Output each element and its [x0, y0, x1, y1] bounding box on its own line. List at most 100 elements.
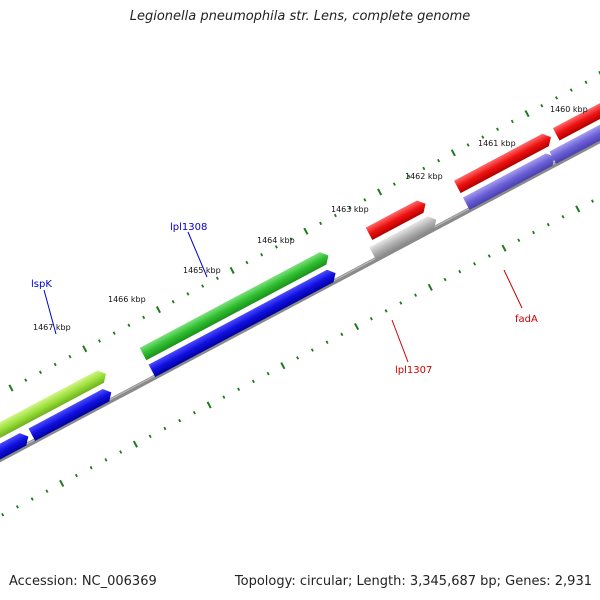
tick-mark — [8, 384, 14, 392]
tick-mark — [487, 254, 491, 258]
leader-line-fada — [503, 269, 523, 309]
kbp-label: 1467 kbp — [33, 323, 71, 332]
tick-mark — [450, 149, 456, 157]
gene-feature-purple-1 — [462, 153, 555, 210]
tick-mark — [458, 269, 462, 274]
tick-mark — [112, 331, 116, 335]
tick-mark — [501, 244, 507, 252]
tick-mark — [303, 227, 309, 235]
tick-mark — [251, 379, 255, 384]
kbp-label: 1462 kbp — [405, 172, 443, 181]
tick-mark — [148, 434, 152, 439]
tick-mark — [584, 80, 588, 84]
tick-mark — [142, 315, 146, 320]
tick-mark — [414, 293, 418, 297]
tick-mark — [377, 188, 383, 196]
gene-feature-gray — [369, 216, 437, 260]
tick-mark — [201, 284, 205, 288]
kbp-label: 1461 kbp — [478, 139, 516, 148]
tick-mark — [496, 127, 500, 132]
tick-mark — [575, 205, 581, 213]
tick-mark — [399, 301, 403, 305]
gene-feature-blue-3 — [148, 269, 336, 377]
tick-mark — [30, 497, 34, 501]
tick-mark — [427, 283, 433, 291]
tick-mark — [155, 306, 161, 314]
map-title: Legionella pneumophila str. Lens, comple… — [129, 9, 471, 24]
tick-mark — [24, 378, 28, 382]
gene-feature-red-3 — [552, 92, 600, 141]
tick-mark — [569, 88, 573, 92]
gene-feature-lightgreen — [0, 370, 106, 443]
kbp-label: 1465 kbp — [183, 266, 221, 275]
tick-mark — [119, 450, 123, 454]
gene-feature-green — [139, 252, 329, 361]
tick-mark — [524, 110, 530, 118]
gene-feature-blue-1 — [0, 433, 29, 460]
tick-mark — [245, 260, 249, 265]
tick-mark — [591, 199, 595, 203]
gene-feature-red-2 — [454, 133, 551, 194]
tick-mark — [325, 340, 329, 344]
tick-mark — [517, 238, 521, 243]
map-frame — [0, 70, 600, 517]
tick-mark — [289, 237, 293, 241]
tick-mark — [229, 266, 235, 274]
kbp-label: 1466 kbp — [108, 295, 146, 304]
tick-mark — [333, 213, 337, 218]
tick-mark — [1, 512, 5, 517]
tick-mark — [82, 345, 88, 353]
tick-mark — [186, 292, 190, 296]
kbp-label: 1464 kbp — [257, 236, 295, 245]
gene-feature-blue-2 — [28, 389, 112, 441]
tick-mark — [481, 135, 485, 139]
tick-mark — [319, 221, 323, 226]
tick-mark — [280, 362, 286, 370]
inner-tick-ring — [1, 199, 595, 517]
tick-mark — [540, 103, 544, 108]
tick-mark — [163, 426, 167, 431]
tick-mark — [206, 401, 212, 409]
tick-mark — [38, 370, 42, 375]
gene-feature-purple-2 — [549, 109, 600, 164]
tick-mark — [473, 262, 477, 266]
gene-label-lpl1307: lpl1307 — [395, 365, 432, 376]
tick-mark — [443, 277, 447, 282]
tick-mark — [555, 96, 559, 100]
accession-text: Accession: NC_006369 — [9, 574, 157, 589]
tick-mark — [422, 166, 426, 171]
tick-mark — [74, 473, 78, 478]
tick-mark — [384, 309, 388, 313]
tick-mark — [510, 119, 514, 124]
genome-backbone — [0, 119, 600, 472]
tick-mark — [89, 465, 93, 470]
kbp-label: 1463 kbp — [331, 205, 369, 214]
tick-mark — [392, 182, 396, 186]
tick-mark — [532, 230, 536, 235]
leader-line-lpl1308 — [187, 231, 208, 278]
gene-label-fada: fadA — [515, 314, 538, 325]
gene-label-lpl1308: lpl1308 — [170, 222, 207, 233]
tick-mark — [45, 489, 49, 493]
gene-labels: lspK lpl1308 lpl1307 fadA — [31, 222, 538, 376]
tick-mark — [260, 252, 264, 257]
tick-mark — [178, 418, 182, 423]
tick-mark — [274, 245, 278, 249]
tick-mark — [59, 479, 65, 487]
tick-mark — [296, 356, 300, 360]
tick-mark — [171, 299, 175, 304]
tick-mark — [104, 458, 108, 462]
tick-mark — [369, 316, 373, 321]
outer-tick-ring — [8, 70, 600, 392]
tick-mark — [132, 440, 138, 448]
tick-mark — [546, 222, 550, 227]
kbp-label: 1460 kbp — [550, 105, 588, 114]
tick-mark — [237, 387, 241, 392]
tick-mark — [15, 505, 19, 509]
tick-mark — [222, 395, 226, 399]
tick-mark — [53, 362, 57, 367]
leader-line-lpl1307 — [391, 319, 409, 363]
tick-mark — [127, 323, 131, 328]
tick-mark — [561, 215, 565, 219]
